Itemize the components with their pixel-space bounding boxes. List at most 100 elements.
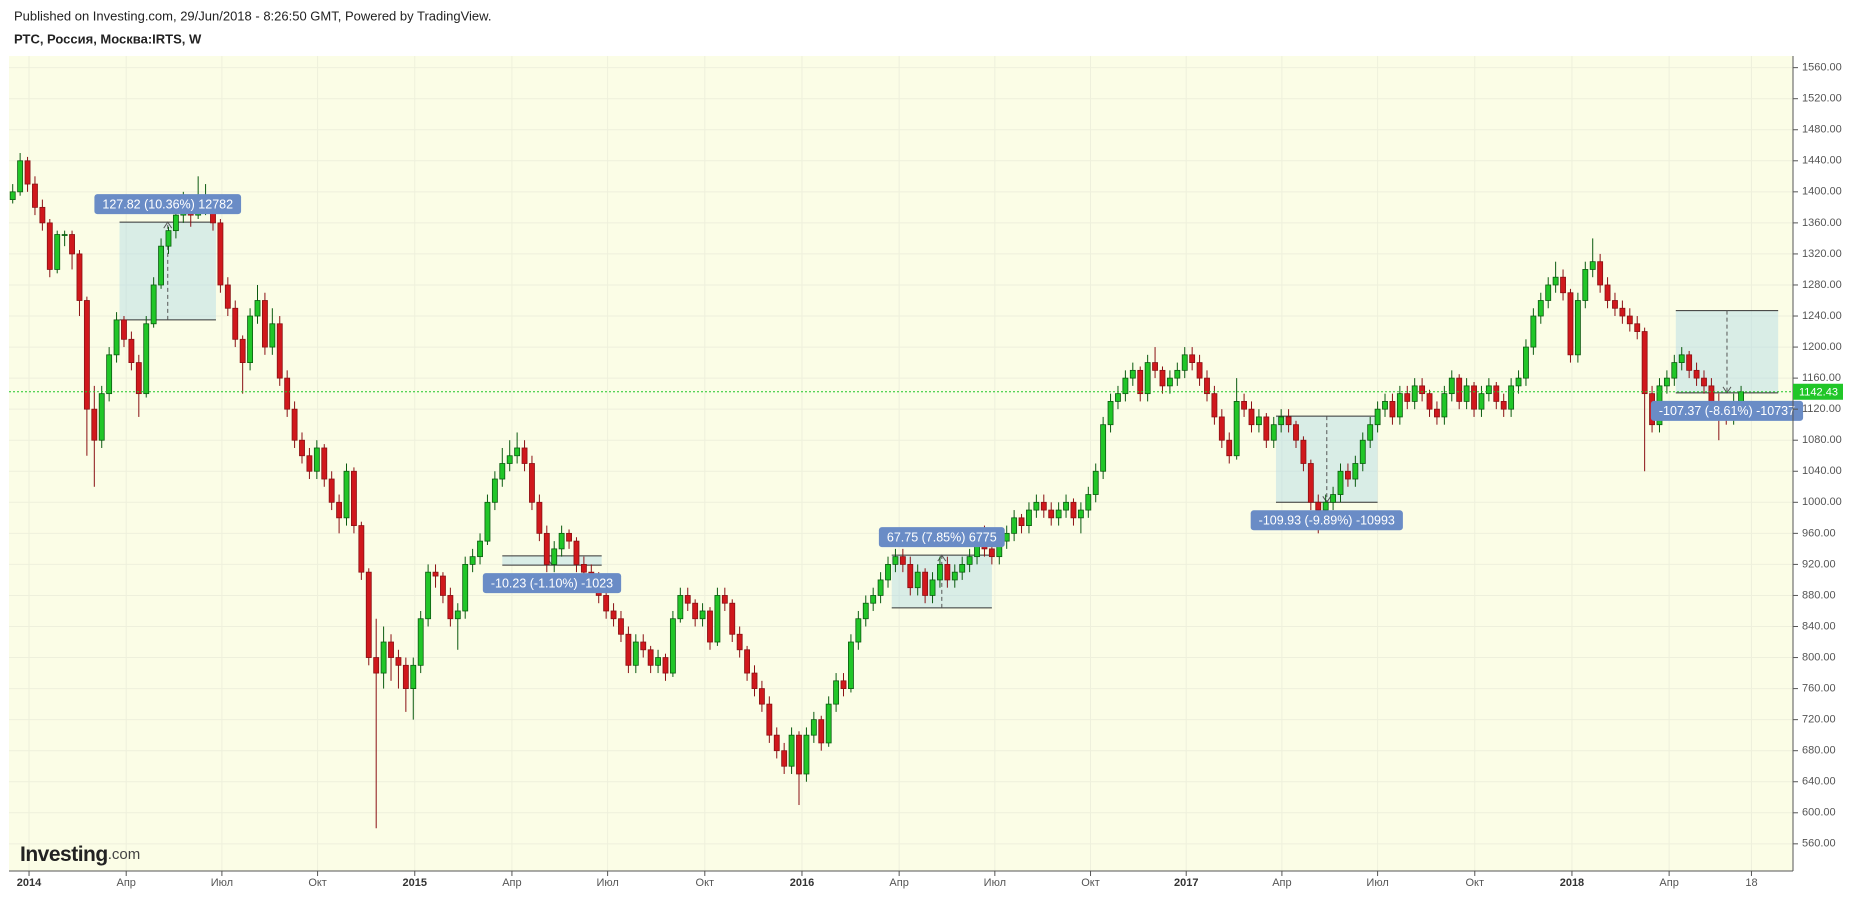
candle-body (1463, 385, 1470, 402)
logo: Investing.com (20, 843, 140, 866)
candle-body (781, 750, 788, 767)
candle-body (313, 447, 320, 472)
candle-body (276, 323, 283, 379)
candle-body (1115, 393, 1121, 402)
candle-body (32, 183, 38, 208)
candle-body (1293, 424, 1299, 441)
candle-body (1552, 276, 1559, 286)
plot-area (9, 56, 1793, 871)
candle-body (1434, 408, 1440, 418)
candle-body (1426, 393, 1433, 410)
candle-body (1270, 424, 1277, 441)
y-tick-label: 640.00 (1802, 776, 1836, 788)
y-tick-label: 760.00 (1802, 683, 1836, 695)
x-tick-label: Апр (1272, 877, 1291, 889)
candle-body (484, 501, 491, 542)
candle-body (1092, 470, 1099, 495)
candle-body (959, 564, 966, 573)
range-label: -107.37 (-8.61%) -10737 (1650, 400, 1804, 421)
candle-body (83, 300, 90, 410)
candle-body (907, 564, 914, 589)
y-tick-label: 560.00 (1802, 838, 1836, 850)
candle-body (410, 664, 417, 689)
range-label-text: 127.82 (10.36%) 12782 (102, 197, 233, 211)
y-tick-label: 1320.00 (1802, 248, 1842, 260)
y-tick-label: 720.00 (1802, 714, 1836, 726)
candle-body (254, 300, 261, 317)
candle-body (1337, 470, 1344, 495)
candle-body (165, 230, 172, 247)
range-label-text: -10.23 (-1.10%) -1023 (491, 576, 613, 590)
candle-body (707, 610, 713, 643)
candle-body (224, 284, 231, 309)
candle-body (1189, 354, 1196, 363)
candle-body (425, 571, 432, 620)
x-tick-label: Апр (502, 877, 521, 889)
candle-body (899, 556, 906, 565)
candle-body (380, 641, 387, 674)
x-tick-label: 2017 (1174, 877, 1198, 889)
candle-body (1485, 385, 1492, 395)
range-label-bg (482, 573, 622, 594)
candle-body (758, 688, 765, 705)
candle-body (1204, 377, 1210, 395)
candle-body (336, 501, 343, 519)
x-tick-label: Окт (1466, 877, 1485, 889)
candle-body (1129, 369, 1136, 379)
candle-body (862, 602, 869, 620)
candle-body (158, 245, 164, 286)
candle-body (291, 408, 298, 441)
candle-body (1137, 369, 1144, 395)
candle-body (61, 234, 68, 236)
candle-body (432, 571, 439, 577)
symbol-title: РТС, Россия, Москва:IRTS, W (14, 31, 202, 46)
candle-body (1100, 424, 1107, 472)
y-tick-label: 1120.00 (1802, 403, 1841, 415)
candle-body (1307, 463, 1314, 503)
candle-body (825, 703, 832, 744)
candle-body (855, 618, 862, 643)
candle-body (929, 579, 936, 596)
candle-body (365, 571, 372, 658)
candle-body (217, 222, 224, 286)
candle-body (1441, 393, 1448, 418)
candle-body (447, 595, 454, 620)
candle-body (150, 284, 157, 325)
candle-body (744, 649, 751, 674)
range-arrow-head (163, 221, 173, 229)
candle-body (751, 672, 758, 689)
x-tick-label: Апр (1659, 877, 1678, 889)
candle-body (1181, 354, 1188, 371)
candle-body (966, 556, 973, 565)
candle-body (543, 532, 550, 565)
y-tick-label: 1240.00 (1802, 310, 1842, 322)
candle-body (402, 664, 409, 689)
candle-body (988, 548, 995, 558)
candle-body (454, 610, 461, 620)
candle-body (1619, 307, 1626, 317)
candle-body (714, 595, 721, 643)
x-tick-label: Окт (308, 877, 327, 889)
candle-body (833, 680, 840, 705)
candle-body (135, 362, 142, 395)
candle-body (462, 564, 469, 612)
candle-body (736, 633, 743, 651)
candle-body (54, 234, 61, 270)
candle-body (1085, 494, 1092, 511)
candle-body (1211, 393, 1218, 418)
candle-body (121, 319, 127, 340)
candle-body (239, 338, 246, 363)
candle-body (395, 657, 402, 666)
candle-body (106, 354, 113, 395)
candle-body (1478, 393, 1485, 410)
y-tick-label: 1480.00 (1802, 124, 1842, 136)
range-annotations (119, 221, 1779, 609)
candle-body (632, 641, 639, 666)
candle-body (1255, 416, 1262, 426)
candle-body (232, 307, 239, 340)
candle-body (729, 602, 736, 635)
candle-body (299, 439, 305, 457)
y-tick-label: 880.00 (1802, 589, 1836, 601)
x-tick-label: 2018 (1560, 877, 1584, 889)
candle-body (1634, 323, 1641, 332)
